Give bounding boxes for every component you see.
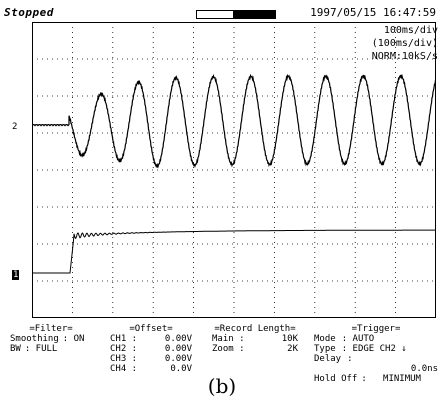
ch2-waveform: [32, 73, 436, 169]
record-length-title: =Record Length=: [214, 324, 296, 334]
settings-panel: =Filter= Smoothing: ON BW: FULL =Offset=…: [0, 324, 444, 384]
trigger-section: =Trigger= Mode: AUTO Type: EDGE CH2 ↓ De…: [314, 324, 438, 384]
waveform-grid-svg: [32, 22, 436, 318]
filter-title: =Filter=: [29, 324, 73, 334]
ch1-ground-marker[interactable]: 1: [12, 270, 20, 280]
filter-row: Smoothing: ON: [10, 334, 85, 344]
offset-row: CH1 :0.00V: [110, 334, 192, 344]
trigger-title: =Trigger=: [351, 324, 401, 334]
sample-rate: NORM:10kS/s: [371, 51, 438, 62]
graticule-border: [32, 22, 436, 318]
date-time: 1997/05/15 16:47:59: [310, 6, 436, 19]
figure-caption: (b): [207, 374, 237, 398]
trigger-row: Type: EDGE CH2 ↓: [314, 344, 407, 354]
ch1-waveform: [32, 229, 436, 274]
offset-row: CH3 :0.00V: [110, 354, 192, 364]
offset-row: CH2 :0.00V: [110, 344, 192, 354]
offset-section: =Offset= CH1 :0.00V CH2 :0.00V CH3 :0.00…: [110, 324, 192, 374]
record-position-scrollbar[interactable]: [196, 10, 276, 19]
filter-section: =Filter= Smoothing: ON BW: FULL: [10, 324, 92, 354]
record-length-section: =Record Length= Main :10K Zoom :2K: [212, 324, 298, 354]
timebase-zoom: (100ms/div): [371, 38, 438, 49]
acquisition-status: Stopped: [4, 6, 54, 19]
status-bar: Stopped 1997/05/15 16:47:59: [0, 0, 444, 22]
timebase-readout: 100ms/div (100ms/div) NORM:10kS/s: [350, 24, 438, 63]
filter-row: BW: FULL: [10, 344, 58, 354]
trigger-row: 0.0ns: [410, 364, 438, 374]
ch2-ground-marker[interactable]: 2: [12, 122, 18, 132]
scrollbar-thumb[interactable]: [233, 11, 275, 18]
waveform-display: [32, 22, 436, 318]
graticule: [32, 22, 436, 318]
offset-title: =Offset=: [129, 324, 173, 334]
falling-edge-icon: : EDGE CH2 ↓: [341, 344, 407, 354]
trigger-row: Mode: AUTO: [314, 334, 375, 344]
record-length-row: Zoom :2K: [212, 344, 298, 354]
record-length-row: Main :10K: [212, 334, 298, 344]
offset-row: CH4 :0.0V: [110, 364, 192, 374]
timebase-main: 100ms/div: [383, 25, 438, 36]
trigger-row: Hold Off: MINIMUM: [314, 374, 421, 384]
trigger-row: Delay:: [314, 354, 353, 364]
